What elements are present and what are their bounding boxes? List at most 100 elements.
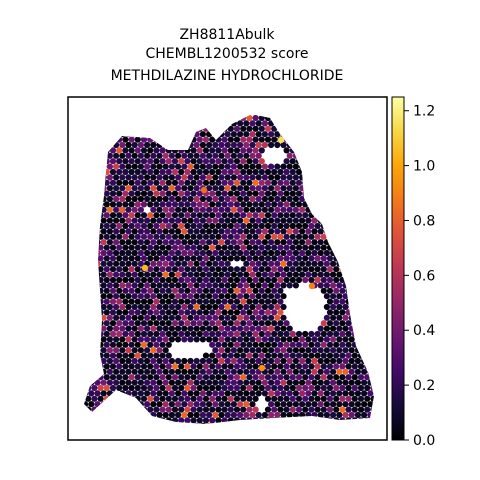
spot bbox=[119, 249, 126, 257]
spot bbox=[88, 239, 95, 246]
spot bbox=[181, 336, 188, 343]
spot bbox=[348, 347, 355, 354]
spot bbox=[357, 233, 365, 240]
spot bbox=[202, 212, 210, 219]
spot bbox=[100, 282, 107, 289]
spot bbox=[100, 411, 107, 419]
spot bbox=[103, 190, 110, 197]
spot bbox=[116, 233, 123, 240]
spot bbox=[103, 406, 110, 413]
spot bbox=[218, 152, 225, 159]
spot bbox=[215, 330, 222, 338]
spot bbox=[289, 244, 296, 251]
spot bbox=[116, 341, 123, 348]
spot bbox=[134, 190, 141, 197]
spot bbox=[209, 158, 216, 165]
spot bbox=[94, 163, 101, 170]
spot bbox=[134, 201, 141, 208]
spot bbox=[280, 336, 287, 343]
spot bbox=[119, 357, 126, 365]
spot bbox=[178, 179, 185, 186]
spot bbox=[295, 255, 303, 262]
spot bbox=[370, 298, 374, 305]
spot bbox=[292, 185, 299, 192]
spot bbox=[181, 293, 188, 300]
spot bbox=[97, 255, 104, 262]
spot bbox=[199, 163, 206, 170]
spot bbox=[212, 390, 219, 397]
spot bbox=[122, 190, 129, 197]
spot bbox=[187, 206, 194, 213]
spot bbox=[354, 206, 361, 213]
spot bbox=[367, 347, 374, 354]
spot bbox=[134, 233, 141, 240]
spot bbox=[128, 352, 135, 359]
spot bbox=[320, 374, 327, 381]
spot bbox=[326, 341, 334, 348]
spot bbox=[144, 336, 151, 343]
spot bbox=[162, 357, 169, 365]
spot bbox=[249, 325, 256, 332]
spot bbox=[258, 201, 265, 208]
spot bbox=[94, 131, 101, 138]
spot bbox=[268, 347, 275, 354]
spot bbox=[264, 341, 272, 348]
spot bbox=[190, 222, 197, 230]
spot bbox=[264, 352, 272, 359]
spot bbox=[224, 422, 231, 424]
spot bbox=[314, 374, 321, 381]
spot bbox=[237, 314, 244, 321]
spot bbox=[342, 228, 349, 235]
spot bbox=[283, 179, 290, 186]
spot bbox=[264, 179, 272, 186]
spot bbox=[367, 131, 374, 138]
spot bbox=[361, 336, 368, 343]
spot bbox=[85, 298, 92, 305]
spot bbox=[364, 384, 371, 392]
spot bbox=[280, 368, 287, 375]
spot bbox=[193, 282, 200, 289]
spot bbox=[209, 201, 216, 208]
spot bbox=[317, 195, 324, 203]
spot bbox=[354, 163, 361, 170]
spot bbox=[140, 201, 148, 208]
spot bbox=[317, 228, 324, 235]
spot bbox=[258, 158, 265, 165]
spot bbox=[286, 152, 293, 159]
spot bbox=[230, 174, 237, 181]
spot bbox=[202, 320, 210, 327]
spot bbox=[109, 417, 117, 424]
spot bbox=[339, 309, 346, 316]
spot bbox=[357, 309, 365, 316]
spot bbox=[280, 195, 287, 203]
spot bbox=[252, 341, 259, 348]
spot bbox=[271, 330, 278, 338]
spot bbox=[134, 147, 141, 154]
spot bbox=[175, 120, 182, 127]
spot bbox=[209, 406, 216, 413]
spot bbox=[320, 395, 327, 402]
spot bbox=[109, 147, 117, 154]
spot bbox=[314, 406, 321, 413]
spot bbox=[199, 282, 206, 289]
spot bbox=[178, 255, 185, 262]
spot bbox=[373, 368, 374, 375]
spot bbox=[221, 233, 228, 240]
spot bbox=[249, 336, 256, 343]
spot bbox=[184, 384, 191, 392]
spot bbox=[84, 276, 86, 284]
spot bbox=[153, 406, 160, 413]
spot bbox=[299, 368, 306, 375]
spot bbox=[100, 185, 107, 192]
spot bbox=[292, 228, 299, 235]
spot bbox=[237, 390, 244, 397]
spot bbox=[323, 249, 330, 257]
spot bbox=[240, 266, 247, 273]
spot bbox=[237, 357, 244, 365]
spot bbox=[323, 206, 330, 213]
spot bbox=[206, 325, 213, 332]
spot bbox=[364, 168, 371, 176]
spot bbox=[156, 303, 163, 311]
spot bbox=[283, 384, 290, 392]
spot bbox=[221, 395, 228, 402]
